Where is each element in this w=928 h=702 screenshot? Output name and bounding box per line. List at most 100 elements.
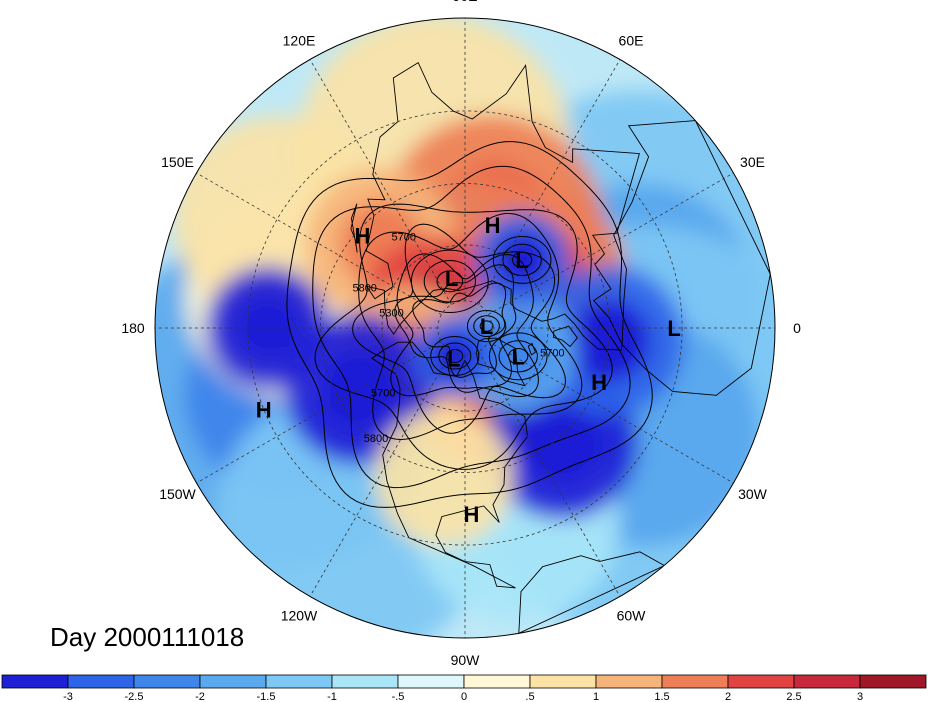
map-title: Day 2000111018	[50, 622, 244, 652]
longitude-label: 150W	[159, 486, 196, 502]
longitude-label: 0	[793, 320, 801, 336]
closed-low-contour	[492, 236, 552, 284]
coastline	[371, 341, 529, 589]
contour-value-label: 5700	[392, 232, 416, 244]
colorbar-swatch	[1, 674, 69, 689]
meridian-line	[478, 49, 626, 305]
coastline-layer	[350, 61, 771, 635]
colorbar-tick-label: 2.5	[786, 691, 801, 702]
contour-labels: 5700 5800 5300 5700 5800 5700	[352, 232, 564, 445]
coastline	[527, 342, 536, 356]
colorbar-swatch	[331, 674, 399, 689]
colorbar-tick-label: .5	[525, 691, 534, 702]
closed-low-contour	[479, 320, 494, 332]
coastline	[552, 325, 578, 348]
map-disk	[155, 18, 775, 638]
anomaly-core	[520, 402, 604, 486]
colorbar-swatch	[859, 674, 927, 689]
longitude-label: 120W	[281, 608, 318, 624]
meridian-line	[304, 49, 452, 305]
anomaly-blob	[375, 408, 513, 547]
colorbar-tick-label: -1	[327, 691, 337, 702]
high-pressure-label: H	[464, 502, 480, 527]
colorbar-tick-label: 0	[461, 691, 467, 702]
closed-low-contour	[498, 340, 538, 373]
longitude-label: 30E	[740, 154, 765, 170]
height-contour	[352, 223, 567, 434]
colorbar-tick-label: 2	[725, 691, 731, 702]
longitude-label: 60E	[619, 32, 644, 48]
longitude-label: 150E	[161, 154, 194, 170]
meridian-line	[478, 351, 626, 607]
colorbar-swatch	[595, 674, 663, 689]
colorbar-tick-label: -.5	[392, 691, 405, 702]
closed-low-contour	[508, 347, 529, 365]
high-pressure-label: H	[591, 370, 607, 395]
colorbar-swatch	[199, 674, 267, 689]
low-pressure-label: L	[480, 314, 493, 339]
contour-value-label: 5700	[371, 388, 395, 400]
colorbar-swatch	[727, 674, 795, 689]
longitude-label: 90E	[453, 0, 478, 4]
meridian-line	[304, 351, 452, 607]
colorbar-tick-label: 1.5	[654, 691, 669, 702]
high-pressure-label: H	[485, 213, 501, 238]
colorbar-swatch	[793, 674, 861, 689]
high-pressure-label: H	[354, 224, 370, 249]
contour-value-label: 5800	[352, 282, 376, 294]
closed-low-contour	[438, 342, 472, 370]
height-contour	[390, 253, 539, 398]
closed-low-contour	[473, 315, 500, 338]
meridian-line	[488, 341, 744, 489]
colorbar-swatch	[529, 674, 597, 689]
low-pressure-label: L	[667, 316, 680, 341]
closed-low-contour	[436, 270, 464, 293]
longitude-label: 120E	[283, 32, 316, 48]
low-pressure-label: L	[445, 266, 458, 291]
colorbar-swatch	[265, 674, 333, 689]
closed-low-contour	[488, 332, 548, 381]
colorbar-swatch	[463, 674, 531, 689]
low-pressure-label: L	[447, 347, 460, 372]
anomaly-core	[495, 233, 549, 287]
colorbar-swatch	[397, 674, 465, 689]
closed-low-contour	[430, 336, 480, 377]
graticule-layer	[155, 18, 775, 638]
closed-low-contour	[512, 251, 533, 269]
colorbar-tick-label: -3	[63, 691, 73, 702]
longitude-label: 60W	[617, 608, 647, 624]
contour-value-label: 5800	[364, 433, 388, 445]
longitude-labels: 90E 60E 30E 0 30W 60W 90W 120W 150W 180 150E 120E	[121, 0, 801, 668]
closed-low-contour	[446, 349, 464, 364]
meridian-line	[186, 167, 442, 315]
contour-value-label: 5700	[540, 347, 564, 359]
colorbar-swatch	[67, 674, 135, 689]
closed-low-contour	[466, 310, 507, 343]
closed-low-contour	[410, 249, 489, 314]
meridian-line	[488, 167, 744, 315]
colorbar-tick-label: -2.5	[125, 691, 144, 702]
low-pressure-label: L	[515, 248, 528, 273]
longitude-label: 30W	[738, 486, 768, 502]
colorbar-swatch	[661, 674, 729, 689]
low-pressure-label: L	[511, 344, 524, 369]
high-pressure-label: H	[256, 397, 272, 422]
closed-low-contour	[502, 243, 542, 277]
colorbar-swatch	[133, 674, 201, 689]
latitude-circle	[320, 183, 610, 473]
coastline	[350, 203, 358, 253]
colorbar: -3 -2.5 -2 -1.5 -1 -.5 0 .5 1 1.5 2 2.5 3	[1, 674, 927, 702]
latitude-circle	[247, 110, 683, 546]
contour-value-label: 5300	[379, 307, 403, 319]
map-border	[154, 17, 776, 639]
coastline	[613, 120, 771, 396]
colorbar-tick-label: 1	[593, 691, 599, 702]
colorbar-tick-label: -1.5	[257, 691, 276, 702]
longitude-label: 90W	[451, 652, 481, 668]
meridian-line	[186, 341, 442, 489]
colorbar-tick-label: -2	[195, 691, 205, 702]
longitude-label: 180	[121, 320, 145, 336]
colorbar-tick-label: 3	[857, 691, 863, 702]
